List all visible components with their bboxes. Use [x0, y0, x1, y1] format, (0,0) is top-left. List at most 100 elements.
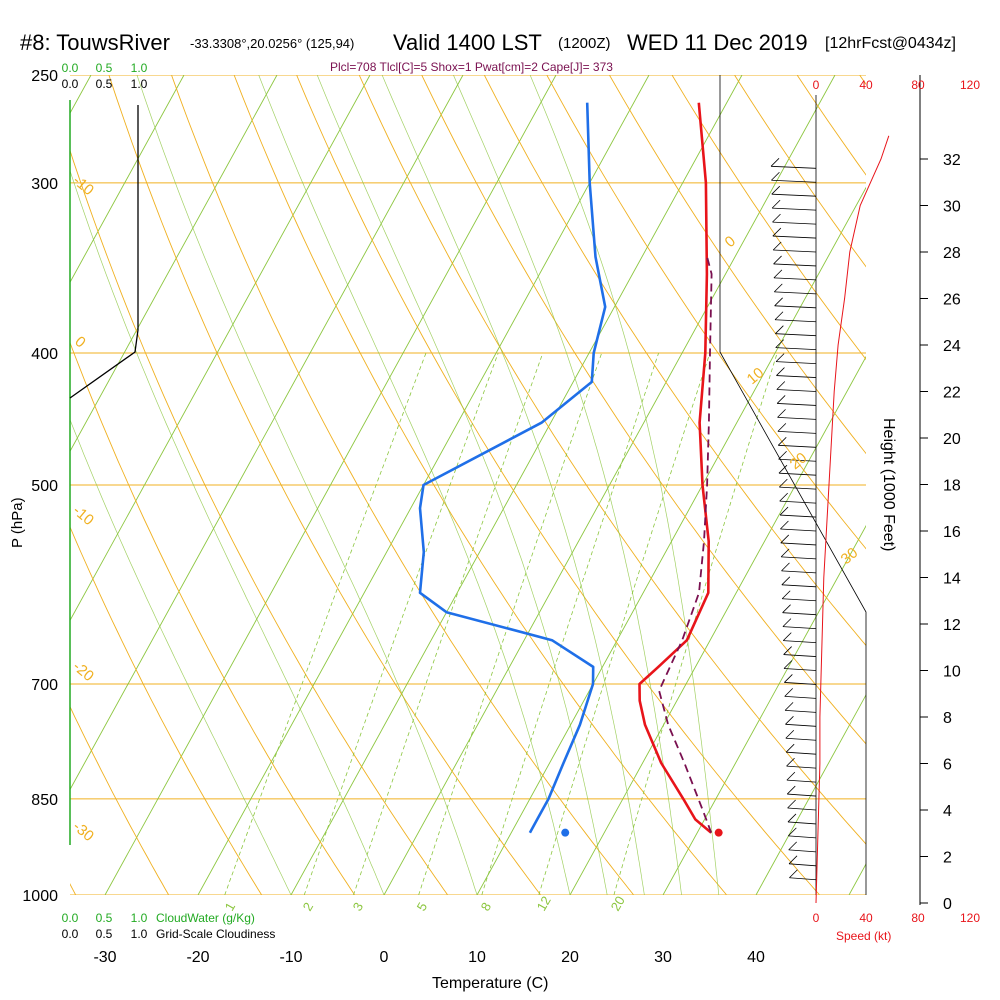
wind-barb-flag — [770, 158, 780, 167]
header-indices: Plcl=708 Tlcl[C]=5 Shox=1 Pwat[cm]=2 Cap… — [330, 60, 613, 74]
cloudiness-tick-top: 1.0 — [131, 77, 148, 91]
dry-adiabat-line — [296, 75, 821, 895]
wind-barb-flag — [773, 269, 783, 279]
wind-barb-flag — [775, 339, 785, 348]
wind-barb — [783, 654, 817, 657]
wind-barb — [776, 375, 817, 378]
dry-adiabat-line — [483, 75, 866, 647]
pressure-tick-label: 250 — [31, 68, 58, 85]
cloudiness-profile — [69, 105, 139, 399]
mixing-ratio-line — [538, 352, 711, 895]
speed-tick-bottom: 40 — [859, 911, 873, 925]
wind-barb — [773, 277, 817, 281]
speed-tick-bottom: 80 — [911, 911, 925, 925]
wind-barb — [779, 486, 817, 490]
wind-barb-flag — [782, 604, 791, 613]
wind-barb-flag — [780, 520, 789, 530]
wind-barb — [785, 723, 817, 727]
wind-barb-flag — [784, 688, 794, 697]
moist-adiabat-line — [258, 75, 571, 895]
wind-panel-boundary — [719, 351, 867, 895]
cloudiness-tick-top: 0.5 — [96, 77, 113, 91]
height-tick-label: 16 — [943, 524, 961, 541]
wind-barb — [780, 514, 817, 518]
wind-barb — [773, 249, 817, 253]
wind-barb-flag — [772, 227, 782, 237]
y-axis-title: P (hPa) — [9, 497, 26, 548]
wind-barb-flag — [771, 185, 781, 195]
cloudiness-tick-bottom: 1.0 — [131, 927, 148, 941]
pressure-tick-label: 400 — [31, 346, 58, 363]
wind-barb — [774, 291, 817, 295]
mixing-ratio-label: 2 — [300, 900, 317, 914]
wind-barb — [772, 235, 817, 239]
wind-barb — [786, 751, 817, 755]
cloudwater-tick-bottom: 0.5 — [96, 911, 113, 925]
wind-barb-flag — [781, 576, 791, 586]
dry-adiabat-line — [70, 149, 449, 895]
pressure-tick-label: 1000 — [22, 888, 58, 905]
wind-barb — [778, 472, 817, 476]
height-axis-title: Height (1000 Feet) — [880, 418, 897, 551]
speed-tick-top: 120 — [960, 78, 980, 92]
wind-barb — [775, 333, 817, 337]
wind-barb-flag — [782, 632, 792, 641]
speed-tick-bottom: 0 — [813, 911, 820, 925]
isotherm-line — [70, 75, 278, 453]
isotherm-line — [383, 75, 836, 895]
wind-barb — [781, 570, 817, 574]
height-tick-label: 2 — [943, 850, 952, 867]
dry-adiabat-line — [421, 75, 866, 745]
wind-barb-flag — [781, 590, 791, 600]
mixing-ratio-line — [353, 352, 544, 895]
wind-barb-flag — [775, 353, 785, 362]
wind-barb-flag — [786, 757, 795, 767]
height-tick-label: 22 — [943, 385, 961, 402]
mixing-ratio-line — [613, 352, 778, 895]
wind-barb — [783, 668, 817, 671]
moist-adiabat-line — [70, 169, 385, 895]
dry-adiabat-label: -10 — [69, 502, 97, 529]
height-tick-label: 8 — [943, 710, 952, 727]
height-tick-label: 6 — [943, 757, 952, 774]
wind-barb — [787, 821, 817, 825]
wind-barb-flag — [784, 674, 793, 683]
mixing-ratio-label: 3 — [350, 900, 367, 914]
wind-barb-flag — [778, 450, 787, 460]
dry-adiabat-line — [171, 75, 635, 895]
dry-adiabat-line — [70, 525, 263, 895]
wind-barb-flag — [781, 562, 790, 572]
wind-barb-flag — [777, 423, 787, 432]
dry-adiabat-label: 10 — [744, 364, 768, 388]
wind-barb — [772, 221, 817, 225]
cloudiness-tick-bottom: 0.5 — [96, 927, 113, 941]
isotherm-line — [70, 75, 464, 791]
wind-barb-flag — [786, 785, 796, 795]
mixing-ratio-line — [481, 352, 659, 895]
cloudwater-tick-top: 1.0 — [131, 61, 148, 75]
header-date: WED 11 Dec 2019 — [627, 30, 808, 55]
moist-adiabat-line — [453, 75, 682, 895]
wind-barb — [789, 863, 817, 867]
temperature-tick-label: -10 — [279, 949, 302, 966]
cloudiness-tick-bottom: 0.0 — [62, 927, 79, 941]
header-zulu: (1200Z) — [558, 35, 611, 52]
isotherm-line — [104, 75, 557, 895]
wind-barb-flag — [772, 213, 781, 223]
temperature-tick-label: 10 — [468, 949, 486, 966]
wind-barb-flag — [776, 381, 786, 390]
wind-barb — [772, 207, 817, 211]
wind-barb-flag — [775, 325, 784, 334]
mixing-ratio-label: 8 — [478, 900, 495, 914]
pressure-tick-label: 300 — [31, 176, 58, 193]
height-tick-label: 14 — [943, 571, 961, 588]
cloudwater-title: CloudWater (g/Kg) — [156, 911, 255, 925]
wind-barb-flag — [785, 729, 795, 739]
cloudwater-tick-top: 0.0 — [62, 61, 79, 75]
wind-barb — [773, 263, 817, 267]
wind-barb — [771, 165, 817, 169]
wind-barb-flag — [788, 827, 797, 837]
pressure-tick-label: 850 — [31, 792, 58, 809]
